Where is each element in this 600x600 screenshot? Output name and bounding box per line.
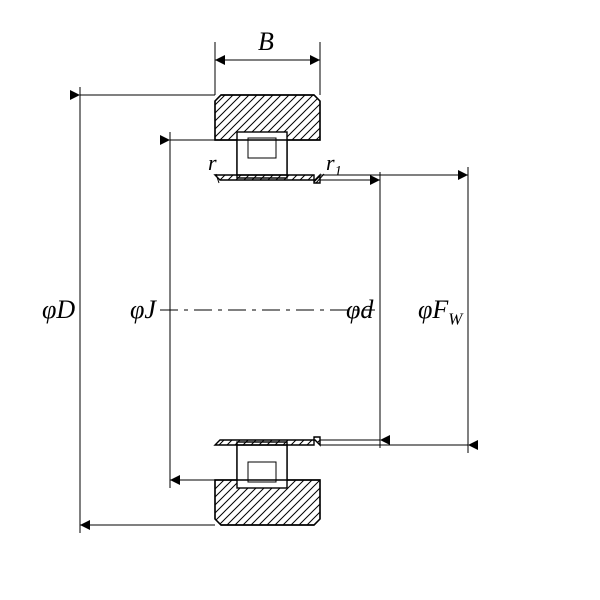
- dim-label-r: r: [208, 150, 217, 175]
- dim-label-d: φd: [346, 295, 374, 324]
- dim-label-D: φD: [42, 295, 75, 324]
- bearing-diagram: BφDφJφdφFWrr1: [0, 0, 600, 600]
- dim-label-B: B: [258, 27, 274, 56]
- dim-label-J: φJ: [130, 295, 157, 324]
- dim-label-Fw: φFW: [418, 295, 464, 329]
